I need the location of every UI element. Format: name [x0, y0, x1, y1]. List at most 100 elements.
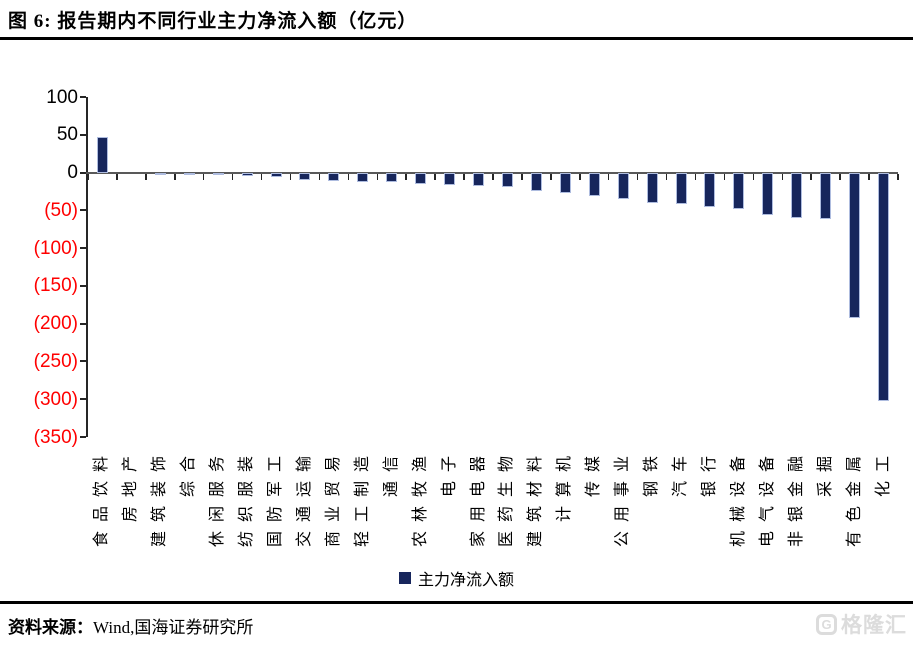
- x-category-label-text: 纺织服装: [238, 447, 256, 548]
- x-axis-tick: [579, 173, 581, 180]
- x-category-label-text: 银行: [700, 447, 718, 498]
- bar: [444, 172, 456, 185]
- bar: [878, 172, 890, 401]
- x-category-label-text: 通信: [382, 447, 400, 498]
- x-category-label-text: 农林牧渔: [411, 447, 429, 548]
- x-axis-tick: [231, 173, 234, 180]
- x-category-label-text: 建筑材料: [527, 447, 545, 548]
- title-divider: [0, 37, 913, 40]
- x-axis-tick: [810, 173, 812, 180]
- y-axis-tick-label: (200): [33, 313, 78, 335]
- y-axis-tick: [80, 398, 86, 401]
- x-axis-tick: [202, 173, 205, 180]
- y-axis-tick-label: (50): [44, 199, 78, 221]
- bar: [646, 172, 658, 203]
- bar: [328, 172, 340, 181]
- x-category-label-text: 电子: [440, 447, 458, 498]
- x-axis-line: [86, 171, 898, 174]
- source-note: 资料来源：Wind,国海证券研究所: [8, 613, 253, 638]
- x-category-label-text: 钢铁: [643, 447, 661, 498]
- bar: [473, 172, 485, 187]
- x-category-label-text: 化工: [874, 447, 892, 498]
- chart-legend: 主力净流入额: [0, 567, 913, 589]
- x-axis-tick: [347, 173, 350, 180]
- watermark-text: 格隆汇: [841, 614, 907, 637]
- x-category-label-text: 房地产: [122, 447, 140, 523]
- x-axis-tick: [694, 173, 697, 180]
- x-axis-tick: [839, 173, 841, 180]
- x-category-label-text: 综合: [180, 447, 198, 498]
- bar: [704, 172, 716, 207]
- figure-title: 图 6: 报告期内不同行业主力净流入额（亿元）: [8, 11, 418, 32]
- x-category-label-text: 家用电器: [469, 447, 487, 548]
- bar: [762, 172, 774, 215]
- x-axis-tick: [318, 173, 321, 180]
- legend-label: 主力净流入额: [417, 572, 514, 589]
- x-category-label-text: 机械设备: [729, 447, 747, 548]
- bar: [270, 172, 282, 178]
- watermark: G 格隆汇: [816, 609, 907, 639]
- y-axis-tick: [80, 436, 86, 438]
- x-category-label-text: 计算机: [556, 447, 574, 523]
- bar: [241, 172, 253, 176]
- x-category-label-text: 商业贸易: [324, 447, 342, 548]
- y-axis-tick-label: (100): [33, 237, 78, 259]
- gelonghui-logo-icon: G: [816, 613, 837, 635]
- x-axis-tick: [376, 173, 379, 180]
- x-axis-tick: [636, 173, 639, 180]
- y-axis-tick: [80, 284, 86, 287]
- bar: [530, 172, 542, 192]
- y-axis-tick: [80, 360, 86, 363]
- y-axis-tick-label: 100: [46, 86, 78, 108]
- x-axis-tick: [897, 173, 899, 180]
- y-axis-tick: [80, 247, 86, 250]
- x-category-label-text: 交通运输: [295, 447, 313, 548]
- x-axis-tick: [550, 173, 552, 180]
- bar: [154, 172, 166, 175]
- x-axis-tick: [116, 173, 118, 180]
- legend-swatch: [398, 572, 411, 584]
- x-axis-tick: [781, 173, 784, 180]
- bar: [96, 137, 108, 173]
- x-axis-tick: [405, 173, 407, 180]
- bar: [357, 172, 369, 182]
- x-axis-tick: [521, 173, 523, 180]
- x-axis-tick: [752, 173, 755, 180]
- y-axis-tick-label: 50: [56, 124, 78, 146]
- x-category-label: 化工: [874, 447, 913, 497]
- footer-divider: [0, 601, 913, 604]
- x-category-label-text: 汽车: [672, 447, 690, 498]
- y-axis-tick: [80, 209, 86, 212]
- y-axis-tick: [80, 133, 86, 136]
- bar: [588, 172, 600, 196]
- x-category-label-text: 轻工制造: [353, 447, 371, 548]
- x-axis-tick: [260, 173, 263, 180]
- y-axis-tick: [80, 96, 86, 98]
- x-axis-tick: [723, 173, 726, 180]
- bar: [733, 172, 745, 209]
- bar: [791, 172, 803, 218]
- y-axis-tick: [80, 322, 86, 325]
- bar: [183, 172, 195, 175]
- x-category-label-text: 传媒: [585, 447, 603, 498]
- x-category-label-text: 有色金属: [845, 447, 863, 548]
- bar: [675, 172, 687, 205]
- bar: [849, 172, 861, 318]
- x-axis-tick: [174, 173, 176, 180]
- y-axis-tick-label: (150): [33, 275, 78, 297]
- x-category-label-text: 建筑装饰: [151, 447, 169, 548]
- x-axis-tick: [145, 173, 147, 180]
- x-axis-tick: [87, 173, 89, 180]
- x-category-label-text: 电气设备: [758, 447, 776, 548]
- x-axis-tick: [868, 173, 870, 180]
- y-axis-tick-label: (250): [33, 350, 78, 372]
- bar: [820, 172, 832, 220]
- x-category-label-text: 休闲服务: [209, 447, 227, 548]
- x-category-label-text: 非银金融: [787, 447, 805, 548]
- bar: [501, 172, 513, 187]
- bar: [559, 172, 571, 193]
- y-axis-tick-label: (350): [33, 426, 78, 448]
- bar: [617, 172, 629, 199]
- bar: [299, 172, 311, 181]
